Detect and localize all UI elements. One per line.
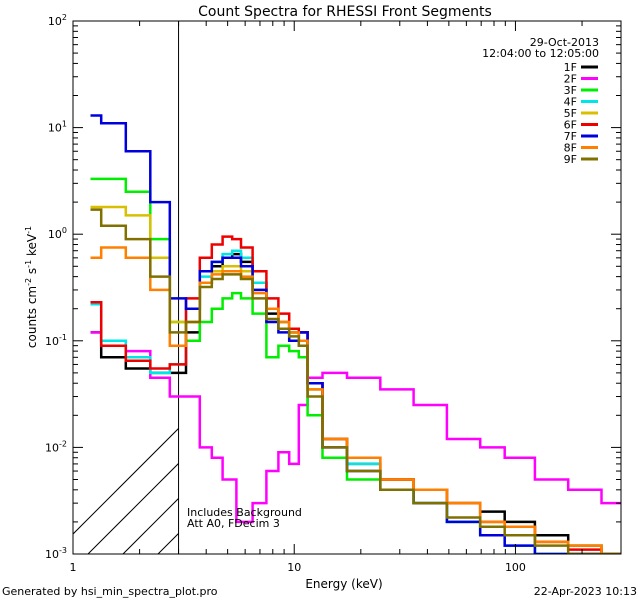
y-tick-label: 100 <box>48 226 67 241</box>
y-axis-label-exp2: -1 <box>24 260 33 268</box>
legend-label-2F: 2F <box>564 73 577 86</box>
series-group <box>90 114 621 554</box>
hatch-line <box>368 0 640 554</box>
hatch-line <box>543 0 640 554</box>
footer-timestamp: 22-Apr-2023 10:13 <box>534 585 637 598</box>
legend-label-6F: 6F <box>564 119 577 132</box>
annotation-line-1: Includes Background <box>187 506 302 519</box>
y-axis-label-end: keV <box>25 233 39 260</box>
series-2F-line <box>90 331 621 524</box>
plot-frame <box>72 20 622 555</box>
series-7F-line <box>90 114 621 554</box>
y-tick-label: 101 <box>48 120 67 135</box>
legend-label-9F: 9F <box>564 153 577 166</box>
axis-ticks <box>72 21 621 555</box>
annotation-line-2: Att A0, FDecim 3 <box>187 517 280 530</box>
hatch-line <box>438 0 640 554</box>
x-tick-label: 10 <box>287 561 301 574</box>
y-axis-label-mid: s <box>25 268 39 278</box>
legend-label-1F: 1F <box>564 61 577 74</box>
y-tick-label: 10-3 <box>45 546 67 561</box>
y-tick-label: 102 <box>48 13 67 28</box>
legend-label-7F: 7F <box>564 130 577 143</box>
date-label: 29-Oct-2013 <box>530 36 599 49</box>
y-tick-labels: 10-3 10-2 10-1 100 101 102 <box>45 13 67 561</box>
hatch-line <box>73 427 179 535</box>
excluded-region-hatch <box>73 0 640 554</box>
y-tick-label: 10-1 <box>45 333 67 348</box>
hatch-line <box>263 0 640 554</box>
series-8F-line <box>90 246 621 554</box>
series-9F-line <box>90 208 621 554</box>
x-tick-label: 1 <box>70 561 77 574</box>
legend-label-3F: 3F <box>564 84 577 97</box>
legend-label-4F: 4F <box>564 96 577 109</box>
hatch-line <box>473 0 640 554</box>
legend-label-8F: 8F <box>564 142 577 155</box>
hatch-line <box>578 0 640 554</box>
legend-label-5F: 5F <box>564 107 577 120</box>
x-tick-label: 100 <box>505 561 526 574</box>
hatch-line <box>403 0 640 554</box>
x-axis-label: Energy (keV) <box>305 577 382 591</box>
chart-title: Count Spectra for RHESSI Front Segments <box>198 4 492 20</box>
y-axis-label-base: counts cm <box>25 286 39 348</box>
y-axis-label: counts cm-2 s-1 keV-1 <box>24 226 39 348</box>
x-tick-labels: 1 10 100 <box>70 561 526 574</box>
time-range-label: 12:04:00 to 12:05:00 <box>482 47 599 60</box>
y-axis-label-exp1: -2 <box>24 278 33 286</box>
generated-by-label: Generated by hsi_min_spectra_plot.pro <box>2 585 218 598</box>
y-axis-label-exp3: -1 <box>24 226 33 234</box>
y-tick-label: 10-2 <box>45 439 67 454</box>
hatch-line <box>228 0 640 554</box>
